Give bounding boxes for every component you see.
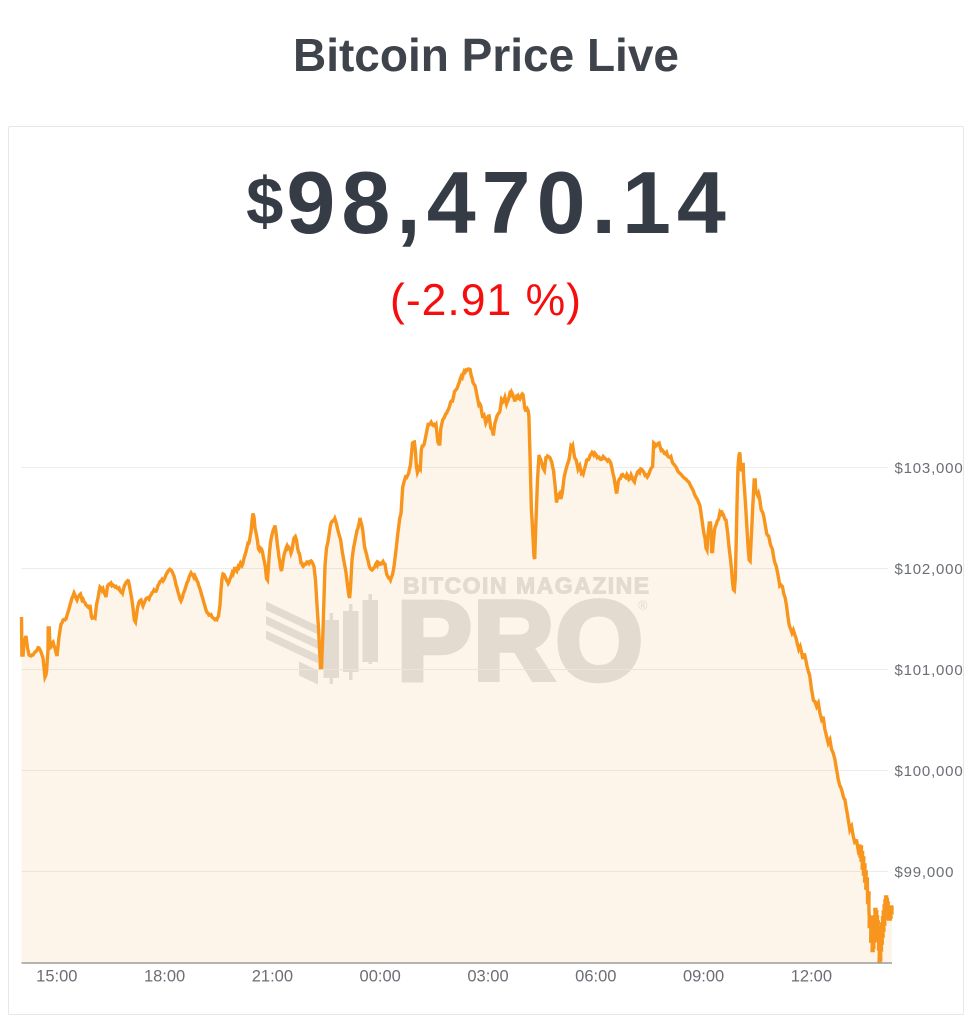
svg-text:00:00: 00:00 xyxy=(360,968,401,986)
svg-text:$100,000: $100,000 xyxy=(895,763,964,780)
svg-text:PRO: PRO xyxy=(397,579,644,704)
svg-text:$103,000: $103,000 xyxy=(895,460,964,477)
svg-text:®: ® xyxy=(638,598,648,613)
svg-text:09:00: 09:00 xyxy=(683,968,724,986)
svg-text:03:00: 03:00 xyxy=(467,968,508,986)
svg-text:BITCOIN MAGAZINE: BITCOIN MAGAZINE xyxy=(403,573,651,599)
svg-text:$102,000: $102,000 xyxy=(895,561,964,578)
svg-text:06:00: 06:00 xyxy=(575,968,616,986)
svg-text:21:00: 21:00 xyxy=(252,968,293,986)
svg-text:15:00: 15:00 xyxy=(36,968,77,986)
svg-text:$101,000: $101,000 xyxy=(895,662,964,679)
svg-text:12:00: 12:00 xyxy=(791,968,832,986)
svg-text:$99,000: $99,000 xyxy=(895,864,955,881)
svg-text:18:00: 18:00 xyxy=(144,968,185,986)
